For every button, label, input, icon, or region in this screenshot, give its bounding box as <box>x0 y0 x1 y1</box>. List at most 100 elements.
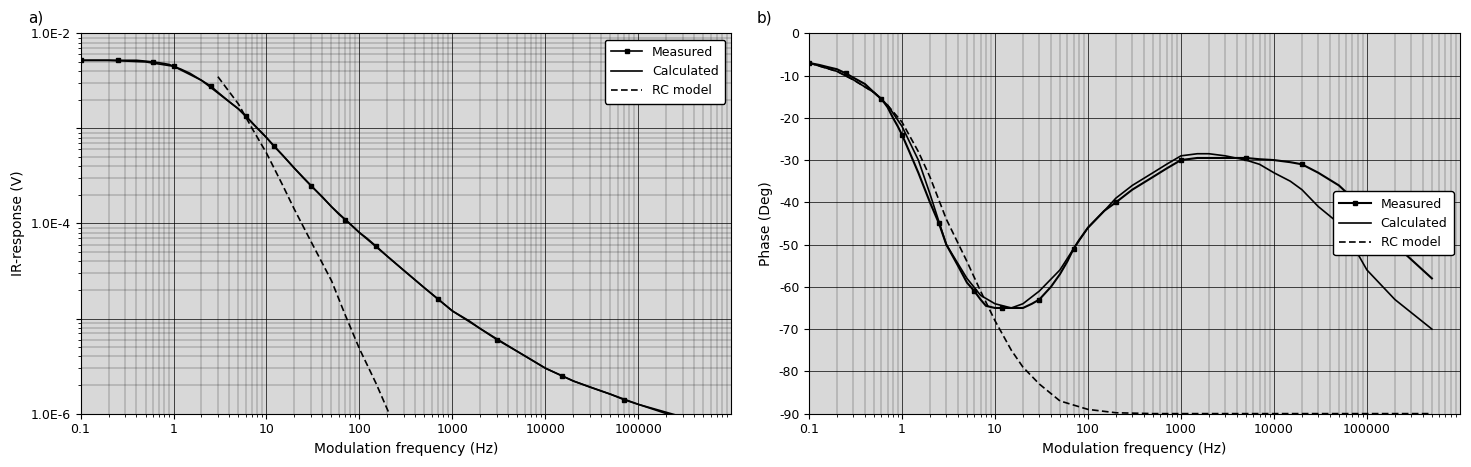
Calculated <box>1096 208 1114 213</box>
Calculated <box>350 230 368 235</box>
RC model <box>937 216 955 222</box>
Calculated <box>865 90 883 95</box>
Measured <box>82 57 100 63</box>
Calculated <box>1281 178 1299 184</box>
RC model <box>865 90 883 95</box>
Calculated <box>909 157 927 163</box>
Measured <box>330 212 347 217</box>
Calculated <box>1124 183 1141 188</box>
RC model <box>1265 411 1283 417</box>
RC model <box>1031 381 1049 387</box>
Measured <box>350 230 368 235</box>
RC model <box>209 74 227 79</box>
Calculated <box>1003 305 1021 311</box>
RC model <box>302 239 319 244</box>
Calculated <box>1265 170 1283 176</box>
Calculated <box>893 123 911 129</box>
Calculated <box>165 64 182 69</box>
Line: Measured: Measured <box>78 58 706 425</box>
Measured <box>986 305 1003 311</box>
RC model <box>322 278 340 283</box>
Line: Measured: Measured <box>808 61 1434 310</box>
Calculated <box>1217 153 1234 159</box>
Measured <box>856 81 874 87</box>
Calculated <box>694 420 712 425</box>
Measured <box>460 318 478 324</box>
Measured <box>237 113 254 119</box>
Measured <box>965 288 983 294</box>
Calculated <box>602 391 619 397</box>
Calculated <box>1189 151 1206 156</box>
Calculated <box>565 378 583 384</box>
Calculated <box>937 242 955 248</box>
Calculated <box>828 69 846 74</box>
RC model <box>1144 411 1162 417</box>
Y-axis label: IR-response (V): IR-response (V) <box>12 170 25 276</box>
Line: RC model: RC model <box>809 63 1431 414</box>
Calculated <box>1052 267 1069 273</box>
RC model <box>1014 364 1031 370</box>
Calculated <box>630 402 647 407</box>
Calculated <box>1031 288 1049 294</box>
RC model <box>229 101 247 107</box>
RC model <box>243 126 260 131</box>
RC model <box>285 207 303 212</box>
Calculated <box>1386 297 1403 302</box>
Calculated <box>378 254 396 259</box>
RC model <box>274 183 291 188</box>
Calculated <box>193 78 210 83</box>
Calculated <box>1343 242 1361 248</box>
RC model <box>1422 411 1440 417</box>
Calculated <box>72 57 90 63</box>
RC model <box>1003 347 1021 353</box>
Measured <box>884 115 902 120</box>
Calculated <box>921 191 938 197</box>
Calculated <box>100 57 118 63</box>
RC model <box>800 60 818 66</box>
Calculated <box>1014 301 1031 306</box>
Calculated <box>1158 162 1175 167</box>
RC model <box>844 77 862 83</box>
Measured <box>1309 170 1327 176</box>
Calculated <box>1358 267 1375 273</box>
Calculated <box>322 204 340 210</box>
RC model <box>337 312 355 318</box>
Y-axis label: Phase (Deg): Phase (Deg) <box>759 181 774 266</box>
Measured <box>694 420 712 425</box>
RC model <box>396 444 413 449</box>
Calculated <box>844 77 862 83</box>
RC model <box>1172 411 1190 417</box>
Calculated <box>1065 246 1083 252</box>
Measured <box>800 60 818 66</box>
Line: Calculated: Calculated <box>809 63 1431 329</box>
Calculated <box>1237 157 1255 163</box>
RC model <box>378 407 396 412</box>
Calculated <box>285 165 303 171</box>
RC model <box>972 288 990 294</box>
Measured <box>368 243 385 249</box>
Calculated <box>444 308 462 314</box>
Calculated <box>958 276 975 281</box>
Calculated <box>1422 326 1440 332</box>
Line: Calculated: Calculated <box>81 60 703 423</box>
RC model <box>921 174 938 180</box>
RC model <box>368 380 385 386</box>
X-axis label: Modulation frequency (Hz): Modulation frequency (Hz) <box>1043 442 1227 456</box>
Calculated <box>509 349 527 354</box>
Calculated <box>257 135 275 141</box>
Calculated <box>800 60 818 66</box>
Text: a): a) <box>28 11 44 26</box>
Legend: Measured, Calculated, RC model: Measured, Calculated, RC model <box>605 40 725 104</box>
Calculated <box>878 102 896 108</box>
Measured <box>900 149 918 155</box>
Measured <box>1422 276 1440 281</box>
Calculated <box>1172 153 1190 159</box>
Calculated <box>1108 195 1125 201</box>
RC model <box>878 102 896 108</box>
Calculated <box>972 292 990 298</box>
RC model <box>1358 411 1375 417</box>
Legend: Measured, Calculated, RC model: Measured, Calculated, RC model <box>1333 191 1453 255</box>
Calculated <box>1200 151 1218 156</box>
Text: b): b) <box>758 11 772 26</box>
RC model <box>1052 398 1069 404</box>
